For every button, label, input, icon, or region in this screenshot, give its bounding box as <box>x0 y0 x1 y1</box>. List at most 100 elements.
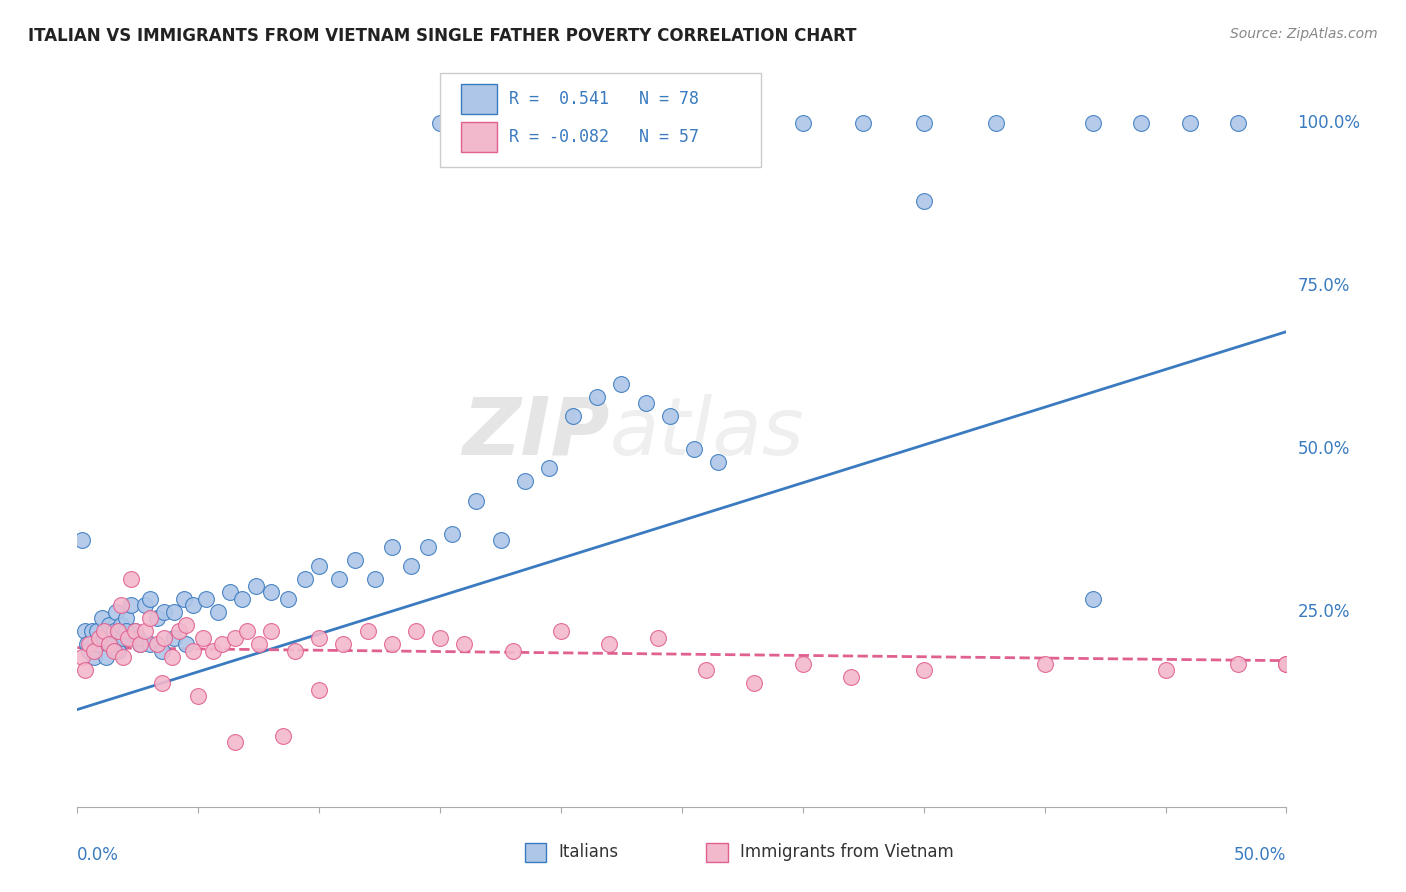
Point <box>146 611 169 625</box>
Point <box>792 657 814 671</box>
Point <box>852 116 875 130</box>
Point <box>73 624 96 639</box>
Point <box>146 637 169 651</box>
Point <box>79 644 101 658</box>
Point <box>271 729 294 743</box>
Point <box>912 116 935 130</box>
Point <box>114 611 136 625</box>
Point <box>124 624 146 639</box>
Point <box>90 611 112 625</box>
Text: R =  0.541   N = 78: R = 0.541 N = 78 <box>509 90 699 108</box>
Point <box>134 599 156 613</box>
Point <box>139 611 162 625</box>
Point <box>405 624 427 639</box>
Point <box>129 637 152 651</box>
Point <box>207 605 229 619</box>
Point <box>183 644 205 658</box>
Point <box>83 644 105 658</box>
Point <box>1081 116 1104 130</box>
Point <box>110 599 132 613</box>
Point <box>260 624 283 639</box>
Point <box>308 631 330 645</box>
Point <box>381 540 404 554</box>
Point <box>381 637 404 651</box>
Point <box>79 637 101 651</box>
Point <box>127 631 149 645</box>
Point <box>173 591 195 606</box>
Point <box>187 690 209 704</box>
Point <box>1081 591 1104 606</box>
Point <box>117 631 139 645</box>
Point <box>294 572 316 586</box>
Point <box>537 461 560 475</box>
Point <box>153 631 176 645</box>
Point <box>416 540 439 554</box>
Point <box>332 637 354 651</box>
Point <box>489 116 512 130</box>
Point <box>231 591 253 606</box>
Point <box>671 116 693 130</box>
Point <box>70 650 93 665</box>
Point <box>218 585 240 599</box>
Point <box>399 559 422 574</box>
Point <box>201 644 224 658</box>
Point <box>744 676 766 690</box>
FancyBboxPatch shape <box>706 843 728 862</box>
Point <box>610 116 633 130</box>
Point <box>489 533 512 548</box>
Point <box>174 617 197 632</box>
Point <box>610 376 633 391</box>
Point <box>150 644 173 658</box>
Point <box>235 624 257 639</box>
Point <box>112 650 135 665</box>
Point <box>86 624 108 639</box>
FancyBboxPatch shape <box>461 121 496 152</box>
Text: Italians: Italians <box>558 843 619 861</box>
FancyBboxPatch shape <box>440 73 761 167</box>
Point <box>598 637 620 651</box>
Point <box>167 624 190 639</box>
Point <box>93 624 115 639</box>
Point <box>308 683 330 698</box>
Point <box>153 605 176 619</box>
Point <box>550 116 572 130</box>
Point <box>211 637 233 651</box>
Point <box>70 533 93 548</box>
Point <box>260 585 283 599</box>
Text: 50.0%: 50.0% <box>1234 847 1286 864</box>
Point <box>1227 657 1250 671</box>
Point <box>163 605 186 619</box>
Point <box>96 650 118 665</box>
Point <box>465 494 488 508</box>
Point <box>97 637 120 651</box>
Point <box>103 644 125 658</box>
Point <box>453 637 475 651</box>
Point <box>129 637 152 651</box>
Point <box>80 624 103 639</box>
Point <box>174 637 197 651</box>
Point <box>150 676 173 690</box>
Point <box>277 591 299 606</box>
Point <box>912 194 935 209</box>
Point <box>73 664 96 678</box>
Point <box>124 624 146 639</box>
Point <box>586 390 609 404</box>
Point <box>634 396 657 410</box>
Point <box>160 650 183 665</box>
Point <box>513 475 536 489</box>
Point <box>120 572 142 586</box>
Point <box>114 624 136 639</box>
Text: 75.0%: 75.0% <box>1298 277 1350 295</box>
Point <box>647 631 669 645</box>
Point <box>562 409 585 424</box>
Point <box>93 631 115 645</box>
Point <box>1154 664 1177 678</box>
Text: R = -0.082   N = 57: R = -0.082 N = 57 <box>509 128 699 145</box>
Point <box>912 664 935 678</box>
Text: 25.0%: 25.0% <box>1298 603 1350 621</box>
Point <box>344 552 367 566</box>
Point <box>224 631 246 645</box>
Point <box>134 624 156 639</box>
Point <box>429 631 451 645</box>
Point <box>441 526 464 541</box>
